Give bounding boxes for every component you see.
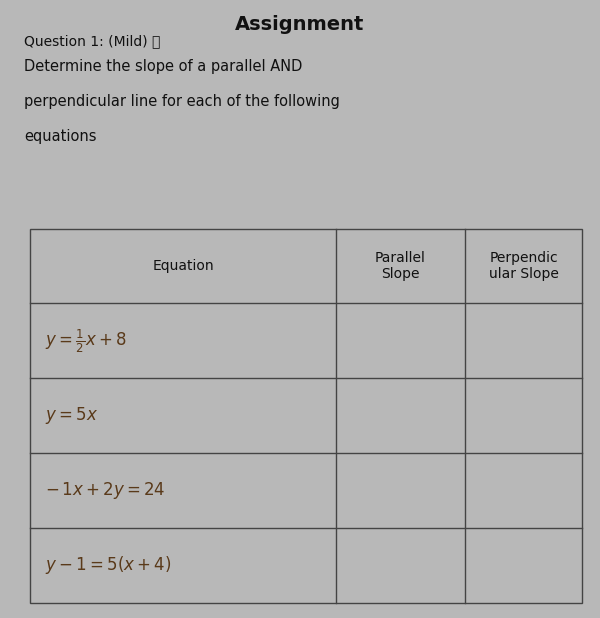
Text: $y - 1 = 5(x + 4)$: $y - 1 = 5(x + 4)$ — [45, 554, 172, 576]
Text: $-\,1x + 2y = 24$: $-\,1x + 2y = 24$ — [45, 480, 166, 501]
Bar — [30, 229, 582, 603]
Text: Determine the slope of a parallel AND: Determine the slope of a parallel AND — [24, 59, 302, 74]
Text: equations: equations — [24, 129, 97, 144]
Text: Perpendic
ular Slope: Perpendic ular Slope — [488, 251, 559, 281]
Text: Equation: Equation — [152, 259, 214, 273]
Text: $y = 5x$: $y = 5x$ — [45, 405, 98, 426]
Text: Question 1: (Mild) 💡: Question 1: (Mild) 💡 — [24, 34, 160, 48]
Text: Parallel
Slope: Parallel Slope — [375, 251, 426, 281]
Text: Assignment: Assignment — [235, 15, 365, 35]
Text: perpendicular line for each of the following: perpendicular line for each of the follo… — [24, 94, 340, 109]
Text: $y = \frac{1}{2}x + 8$: $y = \frac{1}{2}x + 8$ — [45, 327, 127, 355]
